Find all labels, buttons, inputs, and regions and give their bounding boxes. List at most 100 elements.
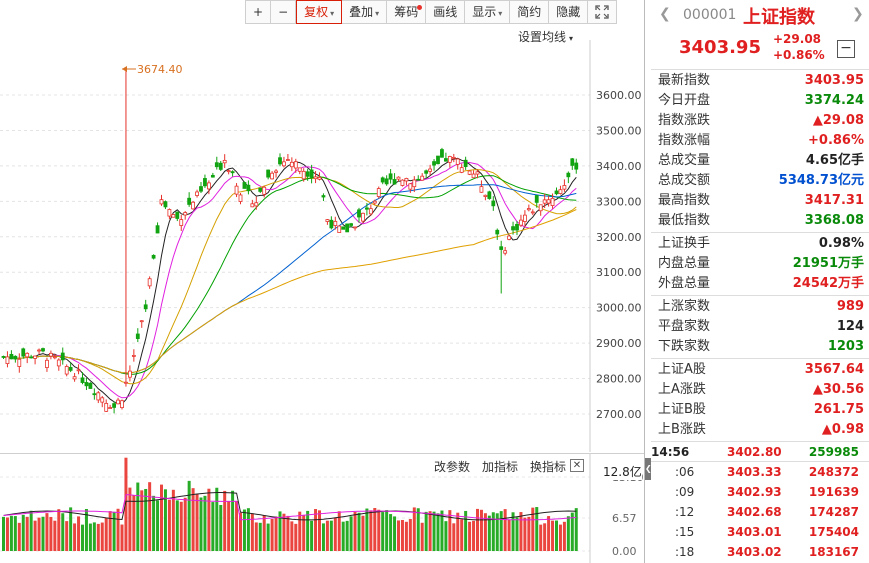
volume-bar	[302, 514, 306, 551]
candle-body	[329, 219, 334, 229]
chevron-down-icon: ▾	[498, 9, 503, 18]
stat-value: 1203	[827, 339, 864, 354]
candle-body	[135, 333, 140, 339]
price-tick-label: 3200.00	[596, 231, 642, 244]
zoom-in-button[interactable]: +	[245, 0, 272, 24]
display-label: 显示	[472, 5, 497, 19]
price-tick-label: 3500.00	[596, 124, 642, 137]
candle-body	[76, 369, 81, 372]
candle-body	[380, 177, 385, 183]
candle-body	[412, 179, 417, 188]
price-tick-label: 3400.00	[596, 160, 642, 173]
next-stock-icon[interactable]: ❯	[852, 6, 864, 22]
volume-bar	[33, 520, 37, 551]
expand-button[interactable]	[588, 0, 618, 24]
candle-body	[546, 199, 551, 204]
candle-body	[72, 376, 77, 380]
candle-body	[534, 195, 539, 203]
candle-body	[515, 223, 519, 231]
candle-body	[574, 162, 579, 170]
volume-chart[interactable]: 13.10 6.57 0.00	[0, 454, 644, 563]
volume-bar	[187, 480, 191, 551]
kline-chart-area[interactable]: + − 复权 ▾ 叠加 ▾ 筹码 画线 显示 ▾ 简约 隐藏 设置均线 ▾ 3600.0…	[0, 0, 644, 563]
chips-button[interactable]: 筹码	[387, 0, 427, 24]
hide-button[interactable]: 隐藏	[549, 0, 589, 24]
stat-label: 总成交量	[658, 153, 711, 168]
candle-body	[258, 187, 263, 192]
draw-line-button[interactable]: 画线	[426, 0, 466, 24]
stat-label: 内盘总量	[658, 256, 711, 271]
stat-value: 989	[836, 299, 864, 314]
ma-setting-dropdown[interactable]: 设置均线 ▾	[518, 28, 573, 45]
display-button[interactable]: 显示 ▾	[465, 0, 511, 24]
candle-body	[459, 167, 464, 173]
add-indicator-button[interactable]: 加指标	[482, 460, 519, 474]
volume-bar	[250, 513, 254, 551]
price-chart[interactable]: 3600.00 3500.00 3400.00 3300.00 3200.00 3100.…	[0, 0, 644, 453]
candle-body	[88, 382, 93, 389]
stat-label: 最高指数	[658, 193, 711, 208]
close-indicator-button[interactable]: ✕	[570, 459, 584, 472]
volume-bar	[566, 516, 570, 551]
candle-body	[491, 200, 496, 207]
stat-row: 今日开盘 3374.24	[651, 91, 869, 111]
stat-row: 上证A股 3567.64	[651, 360, 869, 380]
volume-bar	[215, 487, 219, 551]
candle-body	[52, 356, 57, 359]
candle-body	[408, 183, 413, 190]
volume-bar	[148, 482, 152, 551]
volume-bar	[282, 513, 286, 551]
switch-indicator-button[interactable]: 换指标	[530, 460, 567, 474]
stat-label: 今日开盘	[658, 93, 711, 108]
volume-bar	[420, 522, 424, 551]
candle-body	[455, 158, 460, 165]
stat-row: 指数涨跌 ▲29.08	[651, 111, 869, 131]
volume-bar	[262, 515, 266, 551]
remove-watch-button[interactable]: −	[837, 40, 855, 58]
volume-bar	[400, 519, 404, 551]
candle-body	[293, 161, 298, 169]
candle-body	[432, 161, 436, 166]
candle-body	[127, 370, 132, 378]
edit-params-button[interactable]: 改参数	[434, 460, 471, 474]
stat-row: 上B涨跌 ▲0.98	[651, 420, 869, 440]
simple-mode-button[interactable]: 简约	[510, 0, 550, 24]
candle-body	[108, 407, 113, 409]
volume-bar	[203, 495, 207, 551]
candle-body	[254, 202, 259, 207]
volume-bar	[108, 511, 112, 551]
volume-bar	[235, 501, 239, 551]
volume-bar	[460, 519, 464, 551]
volume-bar	[483, 513, 487, 551]
volume-bar	[523, 517, 527, 551]
price-axis: 3600.00 3500.00 3400.00 3300.00 3200.00 3100.…	[589, 40, 642, 452]
volume-bar	[239, 512, 242, 551]
zoom-out-button[interactable]: −	[271, 0, 297, 24]
price-change-pct: +0.86%	[773, 48, 825, 62]
adjust-button[interactable]: 复权 ▾	[296, 0, 343, 24]
chart-toolbar: + − 复权 ▾ 叠加 ▾ 筹码 画线 显示 ▾ 简约 隐藏	[245, 0, 618, 24]
collapse-panel-button[interactable]: ❮	[645, 458, 652, 480]
volume-bar	[562, 521, 566, 551]
volume-bar	[37, 517, 41, 551]
candle-body	[396, 176, 401, 180]
candle-body	[440, 149, 444, 158]
volume-bar	[574, 508, 578, 551]
prev-stock-icon[interactable]: ❮	[659, 6, 671, 22]
candle-body	[29, 356, 34, 359]
volume-bar	[286, 515, 290, 551]
candle-body	[183, 212, 188, 216]
ma-line	[3, 161, 577, 399]
volume-bar	[207, 488, 211, 551]
tick-volume: 191639	[808, 485, 859, 499]
volume-axis-mid-label: 6.57	[612, 512, 637, 525]
tick-price: 3402.80	[727, 445, 782, 459]
volume-bar	[527, 516, 531, 551]
volume-bar	[140, 490, 144, 551]
stat-row: 外盘总量 24542万手	[651, 274, 869, 294]
price-tick-label: 2700.00	[596, 408, 642, 421]
overlay-button[interactable]: 叠加 ▾	[342, 0, 388, 24]
candle-body	[238, 194, 243, 202]
ma-line	[3, 157, 577, 405]
chevron-down-icon: ▾	[375, 9, 380, 18]
